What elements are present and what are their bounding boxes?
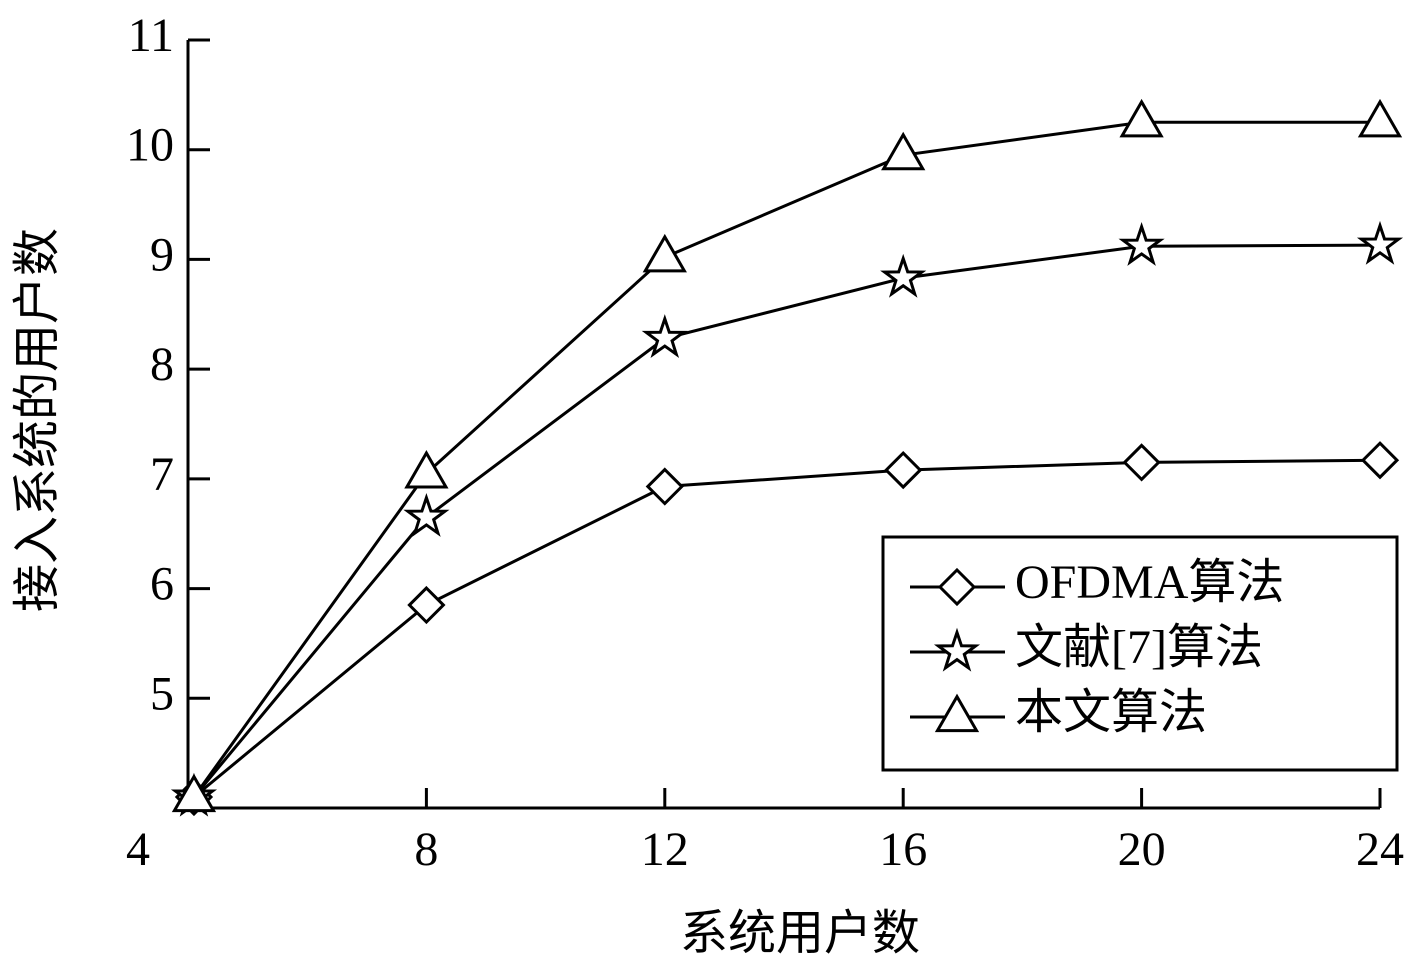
marker xyxy=(641,314,688,359)
y-axis-label: 接入系统的用户数 xyxy=(11,228,64,612)
marker xyxy=(171,773,217,813)
marker xyxy=(1119,98,1164,138)
legend-marker xyxy=(933,627,981,672)
marker xyxy=(403,493,450,537)
x-tick-label: 4 xyxy=(126,823,150,876)
series-line xyxy=(192,243,1381,798)
y-tick-label: 7 xyxy=(150,448,174,501)
x-tick-label: 20 xyxy=(1118,823,1166,876)
legend-label: 文献[7]算法 xyxy=(1015,621,1263,674)
marker xyxy=(880,253,927,298)
x-tick-label: 24 xyxy=(1356,823,1404,876)
marker xyxy=(1356,220,1404,265)
marker xyxy=(1360,441,1400,480)
marker xyxy=(645,467,684,506)
x-tick-label: 16 xyxy=(879,823,927,876)
y-tick-label: 11 xyxy=(128,9,174,62)
legend-label: 本文算法 xyxy=(1015,686,1207,739)
legend-label: OFDMA算法 xyxy=(1015,556,1284,609)
y-tick-label: 9 xyxy=(150,228,174,281)
marker xyxy=(404,449,449,489)
marker xyxy=(407,585,446,625)
y-tick-label: 5 xyxy=(150,667,174,720)
marker xyxy=(642,233,687,273)
series-line xyxy=(193,458,1381,799)
marker xyxy=(1122,443,1161,482)
x-axis-label: 系统用户数 xyxy=(680,907,920,960)
x-tick-label: 12 xyxy=(641,823,689,876)
marker xyxy=(1357,98,1403,138)
marker xyxy=(881,131,926,171)
marker xyxy=(1118,222,1165,266)
legend-marker xyxy=(934,693,980,733)
series-line xyxy=(192,120,1380,798)
x-tick-label: 8 xyxy=(414,823,438,876)
marker xyxy=(884,450,923,490)
y-tick-label: 6 xyxy=(150,558,174,611)
legend-marker xyxy=(937,567,977,607)
y-tick-label: 8 xyxy=(150,338,174,391)
y-tick-label: 10 xyxy=(126,119,174,172)
